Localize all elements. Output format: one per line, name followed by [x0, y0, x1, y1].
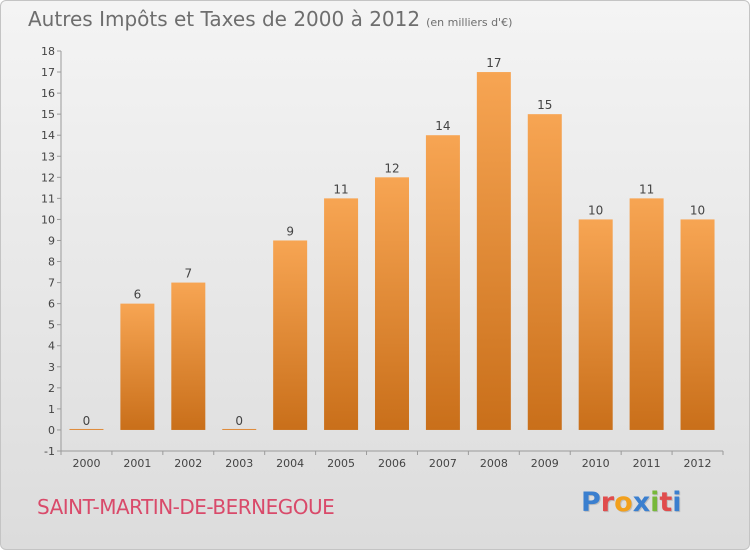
chart-bars	[69, 72, 715, 430]
chart-unit: (en milliers d'€)	[426, 16, 513, 29]
y-tick-label: 4	[48, 340, 55, 353]
chart-title-text: Autres Impôts et Taxes de 2000 à 2012	[28, 7, 421, 31]
y-tick-label: 18	[41, 45, 55, 58]
logo-letter: i	[672, 487, 682, 518]
logo-letter: i	[650, 487, 660, 518]
y-tick-label: 15	[41, 108, 55, 121]
y-tick-label: -1	[44, 445, 55, 458]
x-tick-label: 2010	[582, 457, 610, 470]
y-tick-label: 5	[48, 319, 55, 332]
bar	[375, 177, 409, 430]
y-tick-label: 12	[41, 171, 55, 184]
bar	[69, 428, 104, 430]
proxiti-logo[interactable]: Proxiti	[581, 487, 682, 518]
y-tick-label: 8	[48, 256, 55, 269]
bar-value-label: 6	[134, 288, 142, 302]
y-tick-label: 10	[41, 213, 55, 226]
bar	[171, 282, 206, 430]
x-tick-label: 2003	[225, 457, 253, 470]
x-tick-label: 2000	[72, 457, 100, 470]
bar	[120, 303, 155, 430]
logo-letter: t	[659, 487, 673, 518]
bar	[425, 135, 460, 430]
y-tick-label: 14	[41, 129, 55, 142]
x-tick-label: 2005	[327, 457, 355, 470]
y-tick-label: 3	[48, 361, 55, 374]
bar-value-label: 11	[639, 182, 654, 196]
bar-value-label: 0	[235, 414, 243, 428]
x-tick-label: 2002	[174, 457, 202, 470]
y-tick-label: 9	[48, 234, 55, 247]
logo-letter: P	[581, 487, 601, 518]
y-tick-label: 0	[48, 424, 55, 437]
bar	[578, 219, 613, 430]
y-tick-label: 2	[48, 382, 55, 395]
y-tick-label: 7	[48, 277, 55, 290]
logo-letter: r	[600, 487, 615, 518]
y-tick-label: 1	[48, 403, 55, 416]
bar-value-label: 0	[83, 414, 91, 428]
x-tick-label: 2001	[123, 457, 151, 470]
x-tick-label: 2007	[429, 457, 457, 470]
x-tick-label: 2009	[531, 457, 559, 470]
bar-value-label: 11	[333, 182, 348, 196]
bar-value-label: 14	[435, 119, 450, 133]
x-tick-label: 2004	[276, 457, 304, 470]
y-tick-label: 16	[41, 87, 55, 100]
logo-letter: x	[632, 487, 651, 518]
bar-value-label: 10	[588, 203, 603, 217]
x-tick-label: 2008	[480, 457, 508, 470]
logo-letter: o	[614, 487, 633, 518]
x-tick-label: 2006	[378, 457, 406, 470]
bar-value-label: 12	[384, 161, 399, 175]
bar	[629, 198, 664, 430]
x-tick-label: 2012	[684, 457, 712, 470]
bar-value-label: 9	[286, 224, 294, 238]
bar	[476, 72, 511, 430]
chart-title: Autres Impôts et Taxes de 2000 à 2012 (en…	[28, 7, 512, 31]
bar-value-label: 15	[537, 98, 552, 112]
y-tick-label: 13	[41, 150, 55, 163]
bar-value-label: 7	[184, 267, 192, 281]
y-tick-label: 11	[41, 192, 55, 205]
y-tick-label: 6	[48, 298, 55, 311]
bar	[222, 428, 257, 430]
commune-name: SAINT-MARTIN-DE-BERNEGOUE	[37, 495, 335, 519]
y-tick-label: 17	[41, 66, 55, 79]
bar	[324, 198, 359, 430]
bar	[680, 219, 715, 430]
bar	[527, 114, 562, 430]
x-tick-label: 2011	[633, 457, 661, 470]
bar-value-label: 17	[486, 56, 501, 70]
bar-value-label: 10	[690, 203, 705, 217]
bar	[273, 240, 308, 430]
chart-data-labels: 0 6 7 0 9 11 12 14 17 15 10 11 10	[83, 56, 706, 428]
